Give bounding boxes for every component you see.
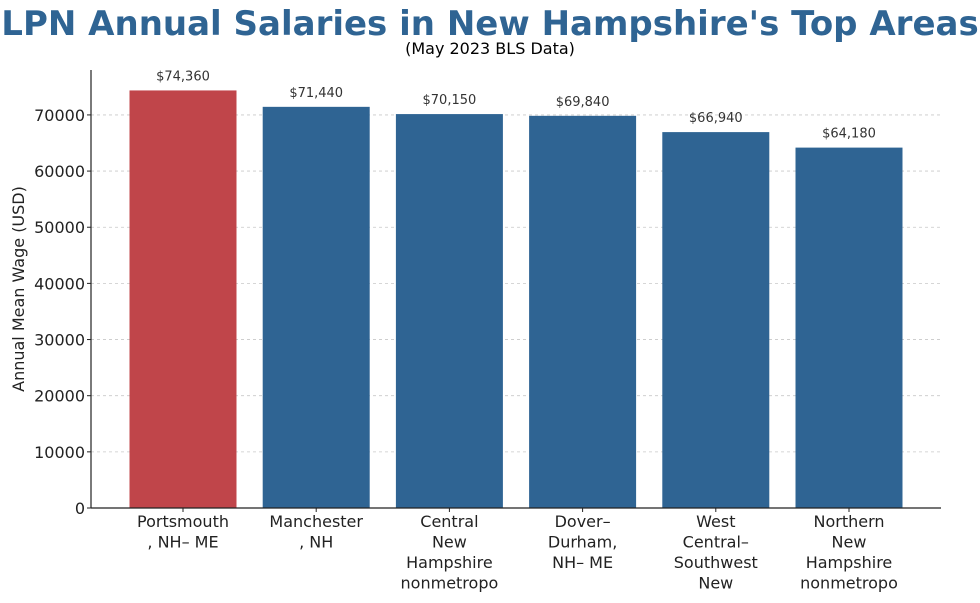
bars xyxy=(129,90,903,509)
y-tick-label: 30000 xyxy=(34,331,85,350)
y-tick-label: 40000 xyxy=(34,274,85,293)
data-label: $71,440 xyxy=(289,86,343,101)
x-tick-label: Manchester, NH xyxy=(269,512,363,552)
data-label: $70,150 xyxy=(423,93,477,108)
x-tick-label: West Central– Southwest New xyxy=(674,512,758,593)
chart-title: LPN Annual Salaries in New Hampshire's T… xyxy=(1,4,979,44)
y-tick-label: 60000 xyxy=(34,162,85,181)
chart-subtitle: (May 2023 BLS Data) xyxy=(405,39,575,58)
x-tick-label: Northern New Hampshire nonmetropo xyxy=(800,512,898,593)
axes xyxy=(87,70,941,512)
data-label: $66,940 xyxy=(689,111,743,126)
y-tick-label: 0 xyxy=(75,499,85,518)
y-tick-label: 50000 xyxy=(34,218,85,237)
y-tick-label: 70000 xyxy=(34,106,85,125)
y-axis-label: Annual Mean Wage (USD) xyxy=(9,186,28,392)
bar xyxy=(529,115,637,509)
labels: 0 10000 20000 30000 40000 50000 60000 70000 $74,… xyxy=(34,69,898,592)
bar xyxy=(262,106,370,509)
bar xyxy=(129,90,237,508)
data-label: $64,180 xyxy=(822,127,876,142)
x-tick-label: Dover– Durham, NH– ME xyxy=(548,512,617,572)
x-tick-label: Portsmouth, NH– ME xyxy=(137,512,229,552)
bar xyxy=(395,114,503,508)
data-label: $69,840 xyxy=(556,95,610,110)
bar xyxy=(795,147,903,508)
y-tick-label: 10000 xyxy=(34,443,85,462)
bar xyxy=(662,132,770,509)
x-tick-label: Central New Hampshire nonmetropo xyxy=(401,512,499,593)
data-label: $74,360 xyxy=(156,69,210,84)
y-tick-label: 20000 xyxy=(34,387,85,406)
